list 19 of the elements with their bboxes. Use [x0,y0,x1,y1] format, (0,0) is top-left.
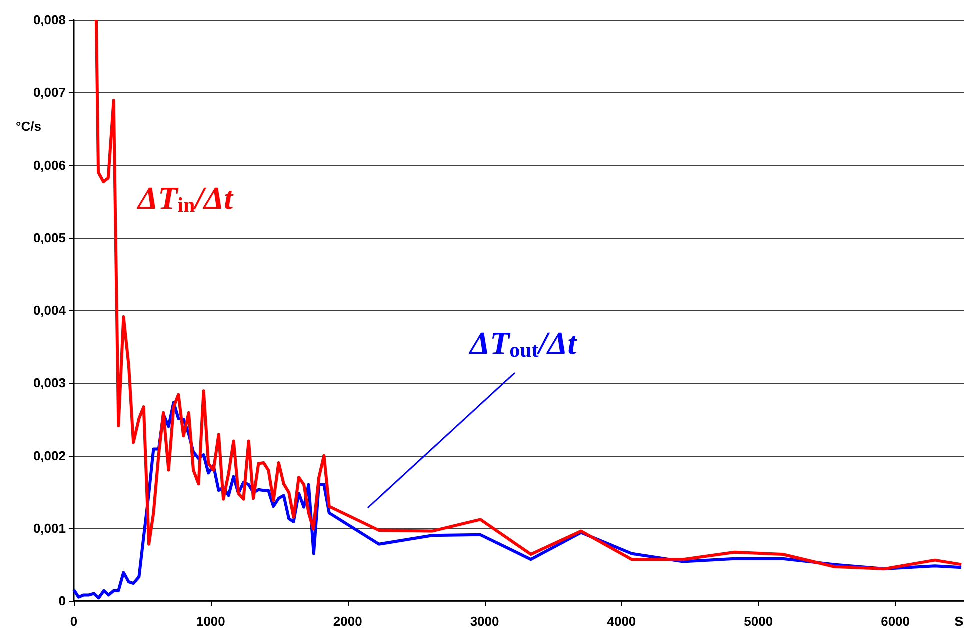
x-tick-label: 6000 [881,614,910,629]
x-tick-label: 0 [70,614,78,629]
x-tick-label: 1000 [196,614,226,629]
y-tick-label: 0,001 [33,520,66,536]
y-tick-label: 0,004 [33,303,67,318]
y-tick-label: 0,005 [33,230,66,246]
x-tick-label: 4000 [607,614,636,629]
y-tick-label: 0,006 [33,158,66,173]
y-tick-label: 0,002 [33,448,66,464]
x-tick-label: 2000 [333,614,362,629]
y-tick-label: 0,008 [33,12,66,28]
x-axis-title: s [954,611,964,630]
y-tick-label: 0,007 [33,85,66,100]
y-tick-label: 0,003 [33,376,66,391]
y-axis-title: °C/s [16,119,42,134]
y-tick-label: 0 [58,594,66,608]
x-tick-label: 5000 [744,614,774,629]
line-series [94,18,964,571]
x-tick-label: 3000 [470,614,500,629]
